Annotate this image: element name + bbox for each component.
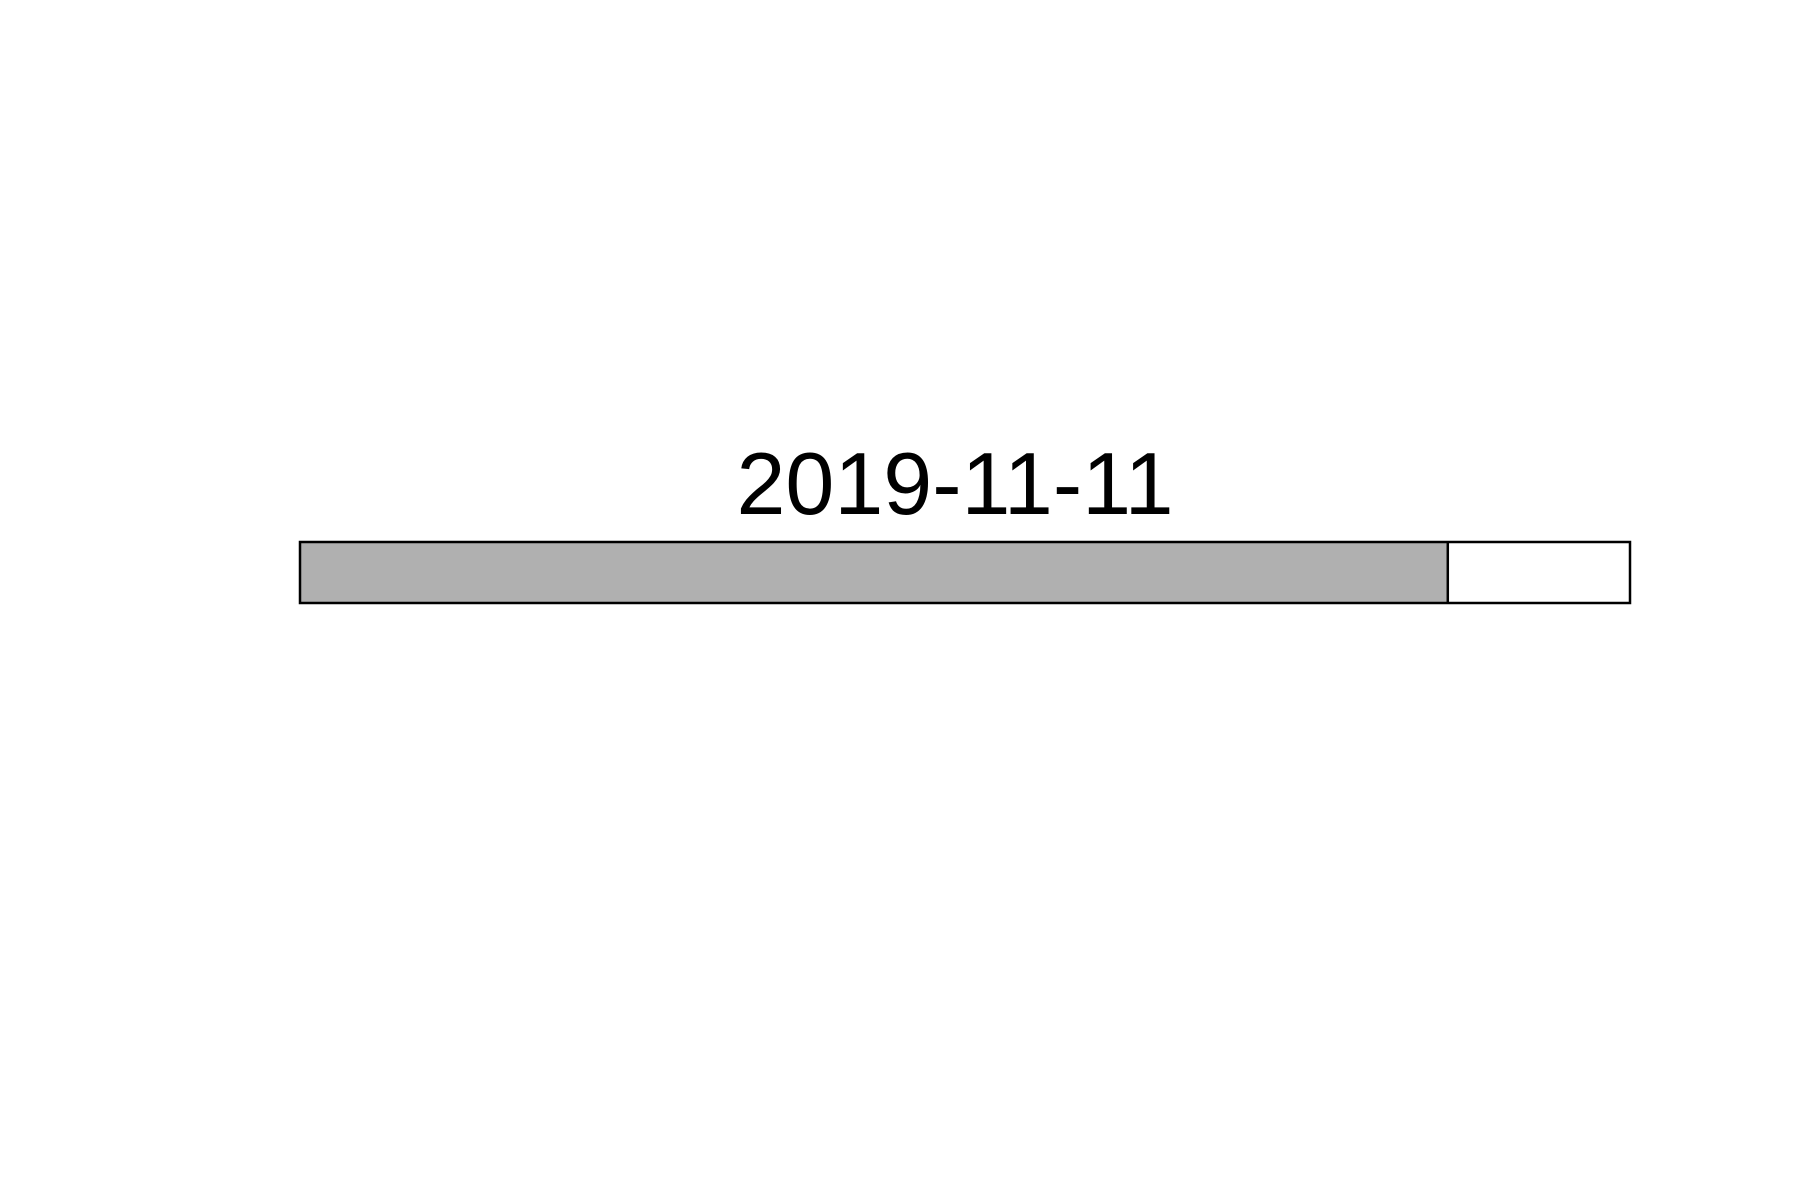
- date-label: 2019-11-11: [736, 434, 1173, 533]
- progress-frame: [298, 540, 1632, 605]
- progress-fill: [300, 542, 1448, 603]
